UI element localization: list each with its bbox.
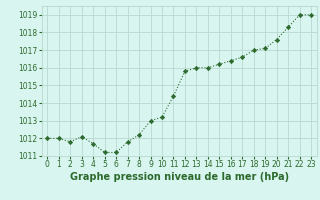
X-axis label: Graphe pression niveau de la mer (hPa): Graphe pression niveau de la mer (hPa) bbox=[70, 172, 289, 182]
